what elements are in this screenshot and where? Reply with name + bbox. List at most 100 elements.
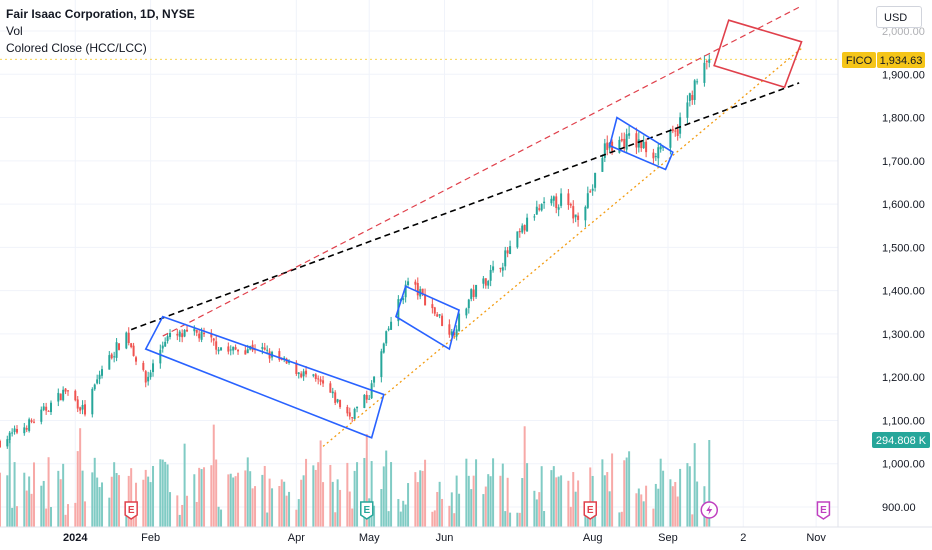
candle-body [577,215,580,220]
volume-bar [108,497,111,527]
candle-body [601,158,604,172]
volume-bar [399,511,402,527]
candle-body [266,349,269,351]
candle-body [424,294,427,306]
candle-body [229,349,232,351]
volume-bar [220,509,223,527]
event-marker[interactable]: E [124,501,138,520]
candle-body [210,333,213,338]
event-marker[interactable]: E [360,501,374,520]
candle-body [380,351,383,378]
candle-body [382,343,385,353]
candle-body [458,313,461,331]
volume-bar [261,474,264,527]
y-tick-label: 900.00 [882,502,916,514]
candle-body [523,224,526,231]
volume-bar [186,495,189,527]
legend-volume[interactable]: Vol [6,24,23,38]
volume-bar [504,511,507,527]
volume-bar [198,467,201,527]
volume-bar [606,472,609,527]
candle-body [96,379,99,384]
candle-body [373,376,376,383]
y-axis-labels: 900.00 1,000.00 1,100.00 1,200.00 1,300.00 1,… [882,26,925,514]
volume-bar [458,493,461,527]
candle-body [635,133,638,148]
candle-body [574,214,577,218]
candle-body [589,191,592,193]
volume-bar [312,465,315,527]
volume-bar [84,501,87,527]
volume-bar [322,482,325,527]
event-marker[interactable]: E [583,501,597,520]
candle-body [560,193,563,206]
candle-body [47,410,50,412]
candle-body [6,439,9,447]
candle-body [657,147,660,159]
candle-body [671,128,674,132]
candle-body [200,331,203,340]
volume-bar [679,468,682,527]
candle-body [28,419,31,431]
candle-body [195,329,198,333]
earnings-letter: E [820,505,827,516]
earnings-letter: E [128,505,135,516]
volume-bar [572,472,575,527]
candle-body [645,141,648,153]
volume-bar [385,450,388,527]
event-marker[interactable] [700,501,719,519]
volume-bar [365,434,368,527]
volume-bar [455,475,458,527]
candle-body [453,332,456,336]
volume-bar [560,475,563,527]
volume-bar [645,485,648,527]
volume-bar [193,474,196,527]
volume-bar [518,512,521,527]
candle-body [81,404,84,410]
volume-bar [62,463,65,527]
volume-bar [567,480,570,527]
candle-body [11,432,14,434]
volume-bar [628,451,631,527]
candle-body [181,333,184,338]
candle-body [594,172,597,188]
volume-bar [708,440,711,527]
volume-bar [696,481,699,527]
volume-bar [659,458,662,527]
price-tag-text: 1,934.63 [880,55,923,67]
candle-body [606,142,609,150]
volume-bar [501,463,504,527]
event-marker[interactable]: E [816,501,831,520]
earnings-marker [583,501,597,520]
candle-body [278,351,281,360]
candle-body [164,341,167,347]
currency-button[interactable]: USD [876,6,922,28]
volume-bar [74,502,77,527]
earnings-letter: E [363,505,370,516]
candle-body [708,59,711,63]
y-tick-label: 1,700.00 [882,156,925,168]
candle-body [623,138,626,149]
y-tick-label: 1,200.00 [882,372,925,384]
y-tick-label: 2,000.00 [882,26,925,38]
x-tick-label: Nov [806,532,826,544]
drawings [0,6,838,447]
legend-indicator[interactable]: Colored Close (HCC/LCC) [6,41,147,55]
volume-bar [40,485,43,527]
legend-title[interactable]: Fair Isaac Corporation, 1D, NYSE [6,7,195,21]
red-trend [162,6,800,337]
volume-bar [657,488,660,527]
volume-bar [353,470,356,527]
candle-body [317,378,320,380]
volume-bar [693,443,696,527]
volume-bar [550,470,553,527]
candle-body [407,281,410,286]
candle-body [552,196,555,201]
candle-body [127,332,130,344]
candle-body [40,409,43,422]
candle-body [152,363,155,373]
earnings-marker [816,501,831,520]
volume-bar [59,479,62,527]
